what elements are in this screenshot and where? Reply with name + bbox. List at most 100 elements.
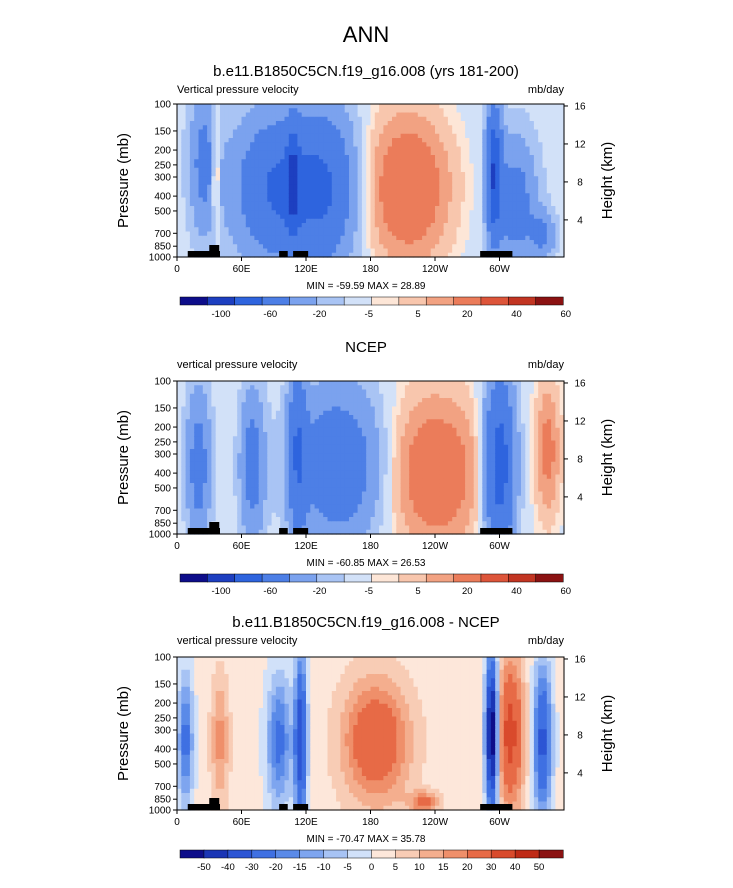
heatmap-cell bbox=[559, 193, 565, 199]
heatmap-cell bbox=[306, 112, 311, 118]
heatmap-cell bbox=[280, 227, 286, 233]
heatmap-cell bbox=[555, 159, 561, 165]
heatmap-cell bbox=[413, 223, 419, 228]
heatmap-cell bbox=[293, 444, 298, 450]
heatmap-cell bbox=[224, 402, 230, 408]
heatmap-cell bbox=[503, 116, 509, 122]
heatmap-cell bbox=[207, 474, 212, 480]
colorbar-swatch bbox=[316, 296, 345, 306]
heatmap-cell bbox=[486, 227, 492, 233]
heatmap-cell bbox=[551, 121, 556, 126]
heatmap-cell bbox=[202, 227, 208, 233]
heatmap-cell bbox=[288, 470, 294, 476]
heatmap-cell bbox=[357, 150, 363, 156]
heatmap-cell bbox=[353, 201, 359, 207]
heatmap-cell bbox=[456, 210, 462, 216]
heatmap-cell bbox=[503, 172, 509, 177]
heatmap-cell bbox=[331, 495, 337, 501]
heatmap-cell bbox=[508, 218, 513, 224]
heatmap-cell bbox=[301, 108, 307, 114]
heatmap-cell bbox=[503, 248, 509, 254]
heatmap-cell bbox=[478, 180, 483, 186]
heatmap-cell bbox=[439, 184, 445, 190]
heatmap-cell bbox=[503, 108, 509, 114]
heatmap-cell bbox=[546, 214, 552, 220]
heatmap-cell bbox=[340, 419, 346, 425]
heatmap-cell bbox=[228, 495, 234, 501]
heatmap-cell bbox=[228, 474, 234, 480]
heatmap-cell bbox=[284, 129, 290, 135]
heatmap-cell bbox=[551, 138, 556, 143]
heatmap-cell bbox=[202, 197, 208, 203]
heatmap-cell bbox=[288, 116, 294, 122]
heatmap-cell bbox=[288, 478, 294, 484]
heatmap-cell bbox=[267, 180, 273, 186]
heatmap-cell bbox=[559, 189, 565, 194]
heatmap-cell bbox=[232, 129, 238, 135]
heatmap-cell bbox=[314, 116, 320, 122]
heatmap-cell bbox=[349, 138, 354, 143]
heatmap-cell bbox=[465, 155, 470, 160]
heatmap-cell bbox=[194, 389, 200, 395]
heatmap-cell bbox=[439, 197, 445, 203]
heatmap-cell bbox=[439, 146, 445, 152]
heatmap-cell bbox=[202, 389, 208, 395]
heatmap-cell bbox=[198, 521, 204, 527]
heatmap-cell bbox=[185, 385, 191, 391]
heatmap-cell bbox=[430, 227, 436, 233]
heatmap-cell bbox=[280, 150, 286, 156]
heatmap-cell bbox=[417, 172, 423, 177]
heatmap-cell bbox=[318, 512, 324, 518]
heatmap-cell bbox=[486, 231, 492, 237]
heatmap-cell bbox=[344, 398, 350, 403]
heatmap-cell bbox=[254, 508, 260, 514]
heatmap-cell bbox=[189, 133, 195, 139]
heatmap-cell bbox=[211, 487, 217, 493]
heatmap-cell bbox=[521, 214, 526, 220]
panel-left-label: Vertical pressure velocity bbox=[177, 84, 299, 96]
heatmap-cell bbox=[353, 483, 359, 488]
heatmap-cell bbox=[469, 252, 475, 258]
heatmap-cell bbox=[301, 453, 307, 459]
heatmap-cell bbox=[387, 180, 393, 186]
heatmap-cell bbox=[202, 142, 208, 148]
heatmap-cell bbox=[271, 138, 277, 143]
heatmap-cell bbox=[331, 436, 337, 442]
heatmap-cell bbox=[551, 125, 556, 131]
heatmap-cell bbox=[508, 189, 513, 194]
heatmap-cell bbox=[327, 155, 333, 160]
heatmap-cell bbox=[280, 427, 286, 433]
heatmap-cell bbox=[460, 218, 466, 224]
heatmap-cell bbox=[551, 104, 556, 109]
heatmap-cell bbox=[374, 125, 380, 131]
heatmap-cell bbox=[439, 223, 445, 228]
heatmap-cell bbox=[297, 474, 303, 480]
heatmap-cell bbox=[220, 444, 225, 450]
heatmap-cell bbox=[499, 240, 505, 245]
heatmap-cell bbox=[469, 227, 475, 233]
heatmap-cell bbox=[185, 474, 191, 480]
heatmap-cell bbox=[297, 125, 303, 131]
heatmap-cell bbox=[207, 193, 212, 199]
heatmap-cell bbox=[288, 231, 294, 237]
heatmap-cell bbox=[361, 189, 367, 194]
heatmap-cell bbox=[529, 231, 535, 237]
heatmap-cell bbox=[516, 244, 522, 250]
heatmap-cell bbox=[478, 112, 483, 118]
heatmap-cell bbox=[499, 218, 505, 224]
heatmap-cell bbox=[353, 457, 359, 463]
heatmap-cell bbox=[237, 163, 243, 169]
heatmap-cell bbox=[374, 121, 380, 126]
heatmap-cell bbox=[495, 206, 501, 211]
heatmap-cell bbox=[215, 517, 221, 522]
heatmap-cell bbox=[465, 189, 470, 194]
heatmap-cell bbox=[314, 193, 320, 199]
heatmap-cell bbox=[559, 248, 565, 254]
heatmap-cell bbox=[228, 240, 234, 245]
heatmap-cell bbox=[456, 244, 462, 250]
heatmap-cell bbox=[194, 201, 200, 207]
heatmap-cell bbox=[486, 176, 492, 182]
heatmap-cell bbox=[306, 457, 311, 463]
heatmap-cell bbox=[546, 240, 552, 245]
heatmap-cell bbox=[559, 142, 565, 148]
